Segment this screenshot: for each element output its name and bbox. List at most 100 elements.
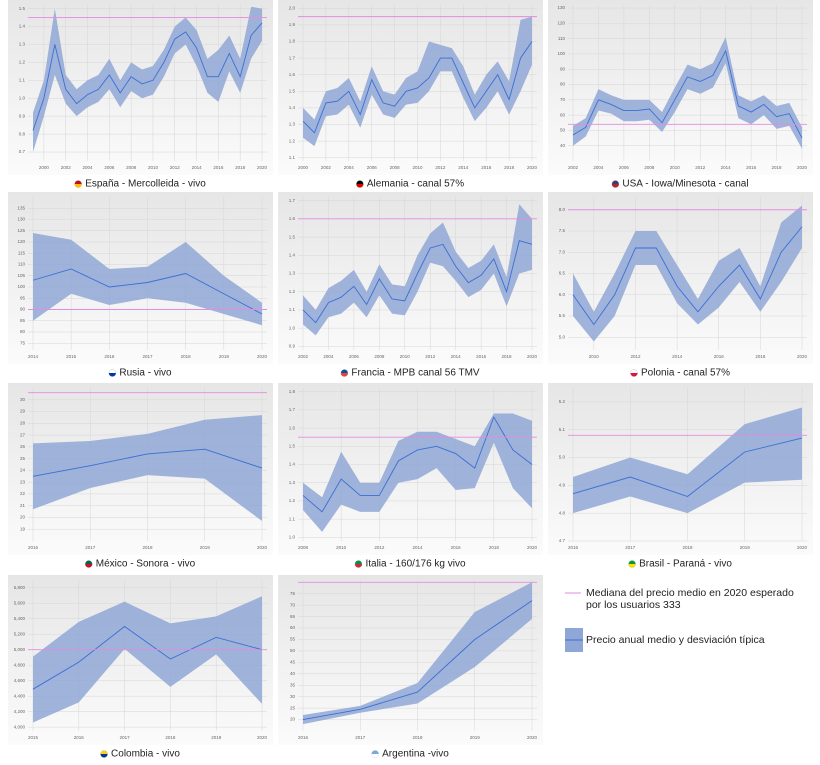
mean-line [302, 240, 533, 324]
y-tick-label: 5.5 [559, 313, 566, 318]
y-tick-label: 2.0 [289, 6, 296, 11]
x-tick-label: 2006 [619, 165, 630, 170]
y-tick-label: 50 [560, 128, 566, 133]
y-tick-label: 100 [557, 51, 565, 56]
y-tick-label: 5,600 [14, 600, 26, 605]
x-tick-label: 2002 [298, 354, 309, 359]
x-tick-label: 2014 [672, 354, 683, 359]
x-tick-label: 2010 [670, 165, 681, 170]
x-tick-label: 2018 [181, 354, 192, 359]
x-tick-label: 2018 [755, 354, 766, 359]
y-tick-label: 25 [20, 456, 26, 461]
chart-caption: Argentina -vivo [382, 749, 449, 760]
y-tick-label: 1.3 [289, 480, 296, 485]
y-tick-label: 4,200 [14, 709, 26, 714]
x-tick-label: 2020 [527, 354, 538, 359]
y-tick-label: 0.7 [19, 149, 26, 154]
x-tick-label: 2016 [568, 545, 579, 550]
x-tick-label: 2016 [714, 354, 725, 359]
band [303, 413, 532, 532]
x-tick-label: 2020 [797, 165, 808, 170]
x-tick-label: 2008 [374, 354, 385, 359]
x-tick-label: 2010 [336, 545, 347, 550]
band [573, 407, 802, 514]
x-tick-label: 2016 [298, 735, 309, 740]
x-tick-label: 2012 [630, 354, 641, 359]
y-tick-label: 5,400 [14, 616, 26, 621]
y-tick-label: 80 [560, 82, 566, 87]
x-tick-label: 2004 [593, 165, 604, 170]
y-tick-label: 4.8 [559, 510, 566, 515]
x-tick-label: 2012 [374, 545, 385, 550]
x-tick-label: 2004 [323, 354, 334, 359]
y-tick-label: 1.5 [19, 6, 26, 11]
x-tick-label: 2000 [298, 165, 309, 170]
y-tick-label: 5.0 [559, 455, 566, 460]
x-tick-label: 2018 [165, 735, 176, 740]
x-tick-label: 2019 [219, 354, 230, 359]
y-tick-label: 1.6 [289, 425, 296, 430]
x-tick-label: 2020 [257, 354, 268, 359]
y-tick-label: 45 [290, 660, 296, 665]
x-tick-label: 2018 [682, 545, 693, 550]
y-tick-label: 1.4 [289, 462, 296, 467]
x-tick-label: 2010 [148, 165, 159, 170]
x-tick-label: 2018 [235, 165, 246, 170]
y-tick-label: 125 [17, 228, 25, 233]
x-tick-label: 2014 [721, 165, 732, 170]
y-tick-label: 29 [20, 409, 26, 414]
y-tick-label: 40 [290, 671, 296, 676]
x-tick-label: 2018 [772, 165, 783, 170]
x-tick-label: 2010 [412, 165, 423, 170]
x-tick-label: 2018 [142, 545, 153, 550]
y-tick-label: 26 [20, 444, 26, 449]
y-tick-label: 1.7 [289, 407, 296, 412]
y-tick-label: 4,400 [14, 693, 26, 698]
y-tick-label: 55 [290, 637, 296, 642]
x-tick-label: 2020 [257, 545, 268, 550]
y-tick-label: 5,800 [14, 585, 26, 590]
y-tick-label: 4,000 [14, 724, 26, 729]
x-tick-label: 2020 [527, 735, 538, 740]
y-tick-label: 23 [20, 479, 26, 484]
y-tick-label: 110 [18, 262, 26, 267]
x-tick-label: 2018 [412, 735, 423, 740]
y-tick-label: 0.9 [289, 344, 296, 349]
y-tick-label: 4.7 [559, 538, 566, 543]
y-tick-label: 28 [20, 420, 26, 425]
mean-line [32, 268, 263, 315]
y-tick-label: 100 [17, 284, 25, 289]
x-tick-label: 2000 [39, 165, 50, 170]
chart-caption: Francia - MPB canal 56 TMV [351, 368, 480, 379]
y-tick-label: 1.4 [289, 105, 296, 110]
flag-stripe [611, 184, 619, 188]
y-tick-label: 85 [20, 318, 26, 323]
y-tick-label: 1.1 [289, 155, 296, 160]
x-tick-label: 2002 [321, 165, 332, 170]
y-tick-label: 19 [20, 526, 26, 531]
y-tick-label: 1.7 [289, 198, 296, 203]
x-tick-label: 2019 [200, 545, 211, 550]
y-tick-label: 1.5 [289, 234, 296, 239]
y-tick-label: 4,800 [14, 662, 26, 667]
y-tick-label: 70 [560, 97, 566, 102]
y-tick-label: 4.9 [559, 483, 566, 488]
y-tick-label: 1.0 [289, 325, 296, 330]
y-tick-label: 1.2 [19, 60, 26, 65]
x-tick-label: 2008 [390, 165, 401, 170]
x-tick-label: 2019 [470, 735, 481, 740]
chart-caption: Italia - 160/176 kg vivo [365, 559, 465, 570]
x-tick-label: 2006 [104, 165, 115, 170]
x-tick-label: 2020 [527, 165, 538, 170]
y-tick-label: 70 [290, 602, 296, 607]
band [303, 582, 532, 725]
y-tick-label: 60 [290, 625, 296, 630]
x-tick-label: 2020 [797, 545, 808, 550]
y-tick-label: 24 [20, 468, 26, 473]
x-tick-label: 2016 [746, 165, 757, 170]
y-tick-label: 1.1 [289, 307, 296, 312]
x-tick-label: 2020 [257, 735, 268, 740]
y-tick-label: 1.3 [289, 271, 296, 276]
